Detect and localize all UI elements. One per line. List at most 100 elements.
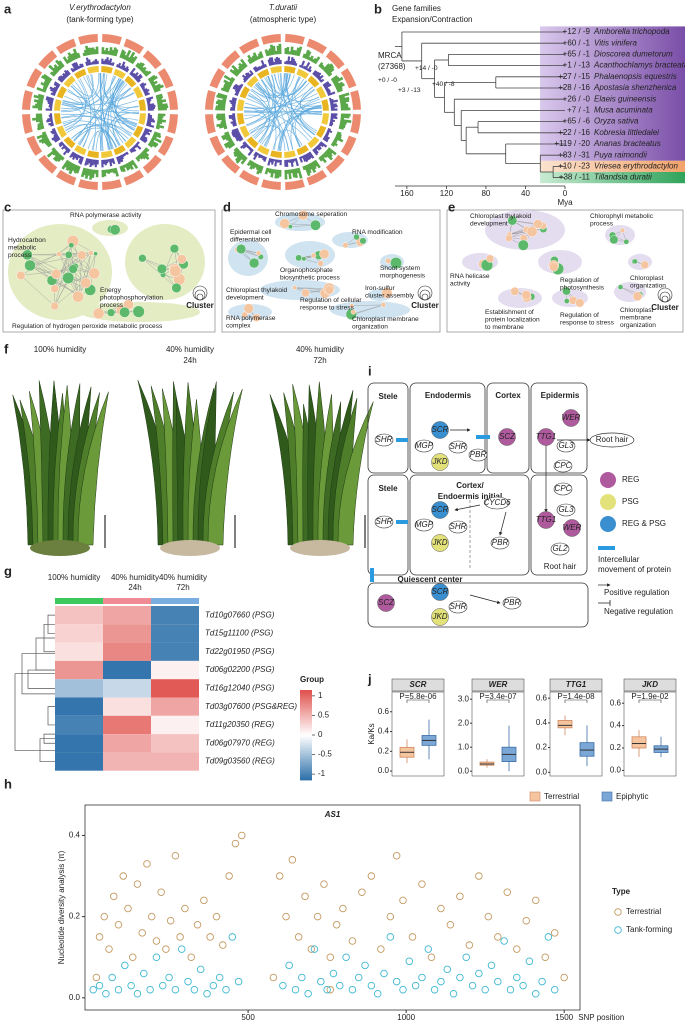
track-bar bbox=[251, 162, 257, 170]
column-label: 40% humidity bbox=[111, 573, 159, 582]
track-bar bbox=[48, 64, 58, 74]
data-point bbox=[550, 929, 559, 937]
data-point bbox=[234, 977, 243, 986]
track-bar bbox=[37, 126, 45, 131]
colorbar-step bbox=[300, 723, 312, 726]
track-bar bbox=[240, 156, 248, 165]
colorbar-tick-label: 0.5 bbox=[318, 711, 330, 720]
chromosome bbox=[56, 169, 77, 186]
term-label: Iron-sulfur bbox=[365, 285, 395, 292]
data-point bbox=[177, 945, 186, 953]
track-bar bbox=[318, 78, 322, 82]
track-bar bbox=[37, 93, 45, 98]
term-node bbox=[549, 262, 559, 272]
track-bar bbox=[230, 76, 236, 82]
track-bar bbox=[122, 67, 127, 71]
data-point bbox=[285, 961, 293, 970]
term-node bbox=[295, 254, 303, 262]
box bbox=[557, 720, 573, 729]
chromosome bbox=[78, 179, 98, 190]
track-bar bbox=[53, 66, 60, 73]
gene-node bbox=[431, 501, 449, 519]
legend-label: Terrestrial bbox=[544, 792, 579, 801]
track-bar bbox=[149, 139, 159, 147]
track-bar bbox=[293, 60, 297, 66]
track-ring bbox=[87, 150, 99, 158]
term-label: Chloroplast thylakoid bbox=[226, 287, 288, 294]
condition-label: 100% humidity bbox=[34, 345, 86, 354]
data-point bbox=[92, 973, 101, 982]
track-bar bbox=[111, 62, 115, 66]
track-bar bbox=[329, 123, 333, 127]
track-bar bbox=[49, 71, 56, 77]
track-bar bbox=[140, 136, 148, 142]
track-bar bbox=[86, 158, 90, 165]
track-bar bbox=[333, 81, 340, 86]
track-bar bbox=[54, 151, 60, 157]
track-bar bbox=[51, 70, 57, 76]
species-name: Acanthochlamys bracteata bbox=[593, 61, 685, 70]
term-node bbox=[72, 290, 84, 303]
track-bar bbox=[336, 86, 343, 91]
data-point bbox=[386, 912, 395, 921]
track-bar bbox=[132, 72, 139, 79]
link bbox=[100, 73, 135, 100]
panel-frame bbox=[2, 209, 216, 333]
region-label: Stele bbox=[378, 484, 398, 493]
link bbox=[244, 93, 318, 109]
track-bar bbox=[327, 72, 333, 77]
track-bar bbox=[64, 160, 71, 169]
legend-title: Cluster bbox=[411, 301, 439, 310]
gene-label: GL3 bbox=[558, 505, 574, 514]
term-node bbox=[119, 306, 130, 318]
track-bar bbox=[233, 147, 239, 152]
track-bar bbox=[234, 152, 244, 162]
track-bar bbox=[332, 139, 338, 144]
track-bar bbox=[46, 148, 57, 158]
condition-label: 40% humidity bbox=[166, 345, 214, 354]
track-bar bbox=[279, 59, 282, 65]
track-bar bbox=[302, 53, 307, 59]
term-node bbox=[56, 251, 62, 257]
link bbox=[87, 130, 114, 150]
term-label: Shoot system bbox=[380, 265, 420, 272]
track-ring bbox=[63, 136, 76, 149]
track-bar bbox=[58, 75, 65, 82]
track-bar bbox=[139, 66, 145, 72]
region-label: Cortex bbox=[495, 391, 521, 400]
track-bar bbox=[307, 163, 313, 171]
link bbox=[107, 79, 122, 150]
family-change: +65 / -6 bbox=[563, 117, 591, 126]
data-point bbox=[506, 985, 515, 994]
track-bar bbox=[300, 60, 306, 69]
colorbar-step bbox=[300, 697, 312, 701]
legend-label: movement of protein bbox=[598, 565, 671, 574]
species-name: Dioscorea dumetorum bbox=[594, 50, 673, 59]
track-bar bbox=[142, 69, 147, 74]
gene-label: MGP bbox=[415, 520, 434, 529]
species-name: Kobresia littledalei bbox=[594, 128, 659, 137]
track-ring bbox=[138, 113, 146, 125]
species-name: Musa acuminata bbox=[594, 106, 653, 115]
track-bar bbox=[136, 141, 140, 145]
track-bar bbox=[153, 133, 162, 139]
species-name: Ananas bracteatus bbox=[593, 139, 661, 148]
term-node bbox=[252, 313, 261, 322]
track-bar bbox=[310, 58, 315, 63]
data-point bbox=[437, 977, 445, 986]
x-tick-label: 0 bbox=[563, 189, 568, 198]
track-bar bbox=[312, 70, 317, 76]
term-node bbox=[353, 233, 360, 241]
heat-cell bbox=[151, 697, 199, 716]
track-bar bbox=[245, 75, 250, 80]
track-bar bbox=[319, 155, 327, 164]
legend-bar bbox=[598, 600, 611, 606]
term-label: organization bbox=[630, 282, 666, 289]
link bbox=[246, 82, 310, 127]
track-bar bbox=[339, 122, 346, 127]
species-name: Tillandsia duratii bbox=[594, 173, 652, 182]
gene-node bbox=[484, 496, 510, 510]
gene-label: SHR bbox=[376, 435, 393, 444]
track-bar bbox=[324, 87, 329, 91]
track-bar bbox=[77, 155, 83, 164]
